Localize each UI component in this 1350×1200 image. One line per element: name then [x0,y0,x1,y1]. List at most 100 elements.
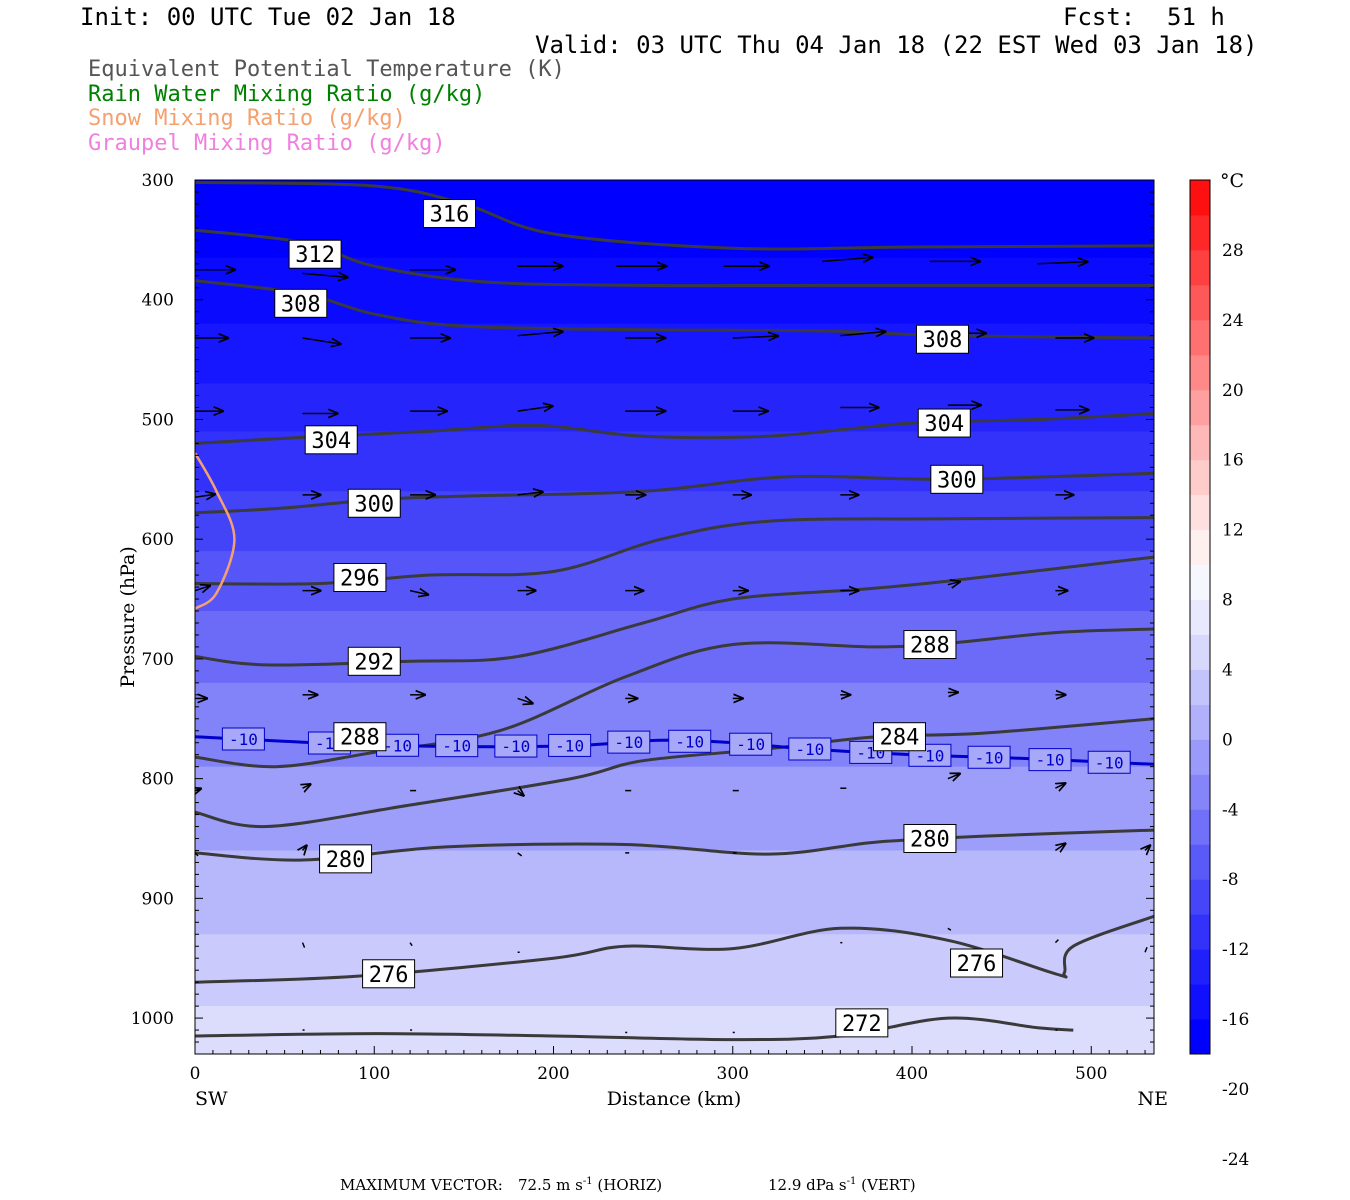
colorbar-swatch [1190,774,1210,810]
init-time: Init: 00 UTC Tue 02 Jan 18 [80,3,456,31]
wind-vector [195,494,215,497]
colorbar-tick-label: -20 [1222,1080,1249,1100]
wind-vector [732,336,778,338]
wind-vector [517,406,553,411]
y-tick-label: 300 [142,171,174,191]
isotherm-label-box [435,734,479,758]
colorbar-tick-label: 16 [1222,451,1244,471]
colorbar-tick-label: 28 [1222,241,1244,261]
theta-e-label: 304 [924,412,964,437]
colorbar-tick-label: 20 [1222,381,1244,401]
colorbar-swatch [1190,180,1210,216]
y-tick-label: 600 [142,530,174,550]
theta-e-label-box [915,324,969,354]
colorbar-unit: °C [1220,170,1244,192]
theta-e-contour-272 [195,1016,1074,1042]
theta-e-label: 288 [340,726,380,751]
theta-e-label: 272 [842,1012,882,1037]
y-tick-label: 1000 [131,1009,174,1029]
colorbar-swatch [1190,459,1210,496]
colorbar-tick-label: 4 [1222,660,1233,680]
theta-e-label-box [347,646,401,676]
theta-e-label-box [274,288,328,318]
isotherm-label: -10 [442,737,471,756]
isotherm-label: -10 [1095,753,1124,772]
x-tick-label: 100 [358,1064,390,1084]
colorbar-swatch [1190,739,1210,775]
wind-vector [517,852,523,857]
isotherm-label: -10 [975,748,1004,767]
legend-rain: Rain Water Mixing Ratio (g/kg) [88,82,486,107]
theta-e-label: 316 [430,203,470,228]
theta-e-label: 280 [326,848,366,873]
isotherm-label: -10 [795,740,824,759]
colorbar-tick-label: -24 [1222,1150,1249,1170]
y-tick-label: 900 [142,889,174,909]
y-tick-label: 700 [142,650,174,670]
colorbar-frame [1189,179,1211,1055]
temperature-band [195,611,1154,684]
isotherm-label-box [967,745,1011,769]
wind-vectors [195,257,1150,1034]
isotherm-label: -10 [614,733,643,752]
wind-vector [1145,845,1150,850]
temperature-band [195,766,1154,852]
colorbar-swatch [1190,914,1210,950]
legend-theta-e: Equivalent Potential Temperature (K) [88,57,565,82]
wind-vector [409,591,428,595]
y-axis-label: Pressure (hPa) [117,546,139,688]
theta-e-label-box [835,1008,889,1038]
theta-e-contour-276 [195,914,1154,984]
colorbar-swatch [1190,599,1210,635]
colorbar-swatch [1190,1019,1210,1055]
temperature-band [195,323,1154,385]
temperature-band [195,934,1154,1008]
temperature-band [195,491,1154,553]
theta-e-contour-288 [195,627,1154,769]
colorbar-swatch [1190,319,1210,356]
snow-contour [195,452,236,610]
y-tick-label: 800 [142,770,174,790]
colorbar-swatch [1190,949,1210,985]
y-tick-label: 400 [142,291,174,311]
colorbar-swatch [1190,214,1210,251]
legend-graupel: Graupel Mixing Ratio (g/kg) [88,131,446,156]
wind-vector [1054,939,1059,944]
colorbar-swatch [1190,879,1210,915]
colorbar-swatch [1190,704,1210,740]
temperature-band [195,1006,1154,1054]
x-tick-label: 200 [537,1064,569,1084]
isotherm-label-box [494,734,538,758]
isotherm-label: -10 [555,736,584,755]
wind-vector [518,791,524,796]
colorbar-swatch [1190,494,1210,531]
theta-e-label-box [288,239,342,269]
theta-e-label-box [362,959,416,989]
theta-e-label-box [903,630,957,660]
wind-vector [840,332,885,336]
isotherm-label: -10 [501,737,530,756]
valid-time: Valid: 03 UTC Thu 04 Jan 18 (22 EST Wed … [535,31,1258,59]
theta-e-label: 288 [910,634,950,659]
theta-e-label: 284 [880,726,920,751]
theta-e-label: 308 [281,292,321,317]
colorbar-swatch [1190,424,1210,461]
colorbar-tick-label: 24 [1222,311,1244,331]
theta-e-label: 308 [923,328,963,353]
theta-e-label: 300 [354,492,394,517]
wind-vector [947,582,960,585]
y-tick-label: 500 [142,410,174,430]
x-tick-label: 0 [190,1064,201,1084]
theta-e-label: 312 [295,243,335,268]
theta-e-contour-292 [195,555,1154,667]
isotherm-label-box [668,729,712,753]
wind-vector [822,257,872,261]
colorbar-tick-label: -12 [1222,940,1249,960]
colorbar-tick-label: -4 [1222,800,1239,820]
theta-e-labels: 316 312 308 308 304 304 300 300 296 292 288 288 284 2… [274,199,1004,1038]
wind-vector [517,698,533,703]
wind-vector [517,492,543,495]
wind-vector [1055,783,1065,788]
x-tick-label: 300 [717,1064,749,1084]
wind-vector [409,942,413,947]
